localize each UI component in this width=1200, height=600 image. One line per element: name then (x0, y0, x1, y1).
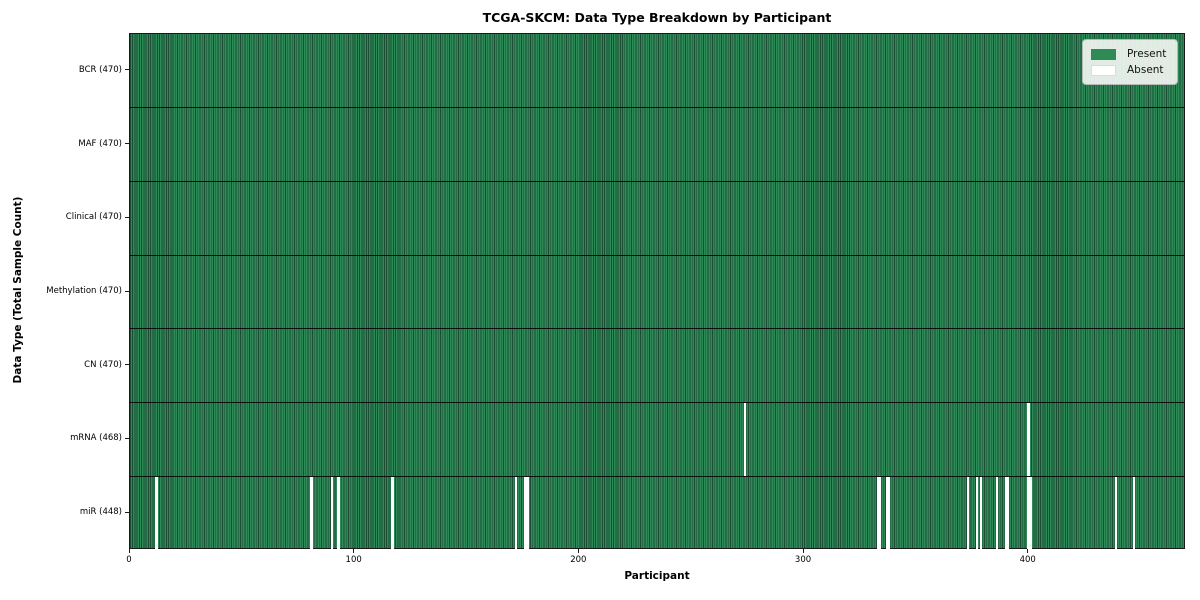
legend-absent-label: Absent (1127, 64, 1164, 76)
absent-cell-miR-447 (1132, 476, 1136, 550)
x-tick-mark (353, 549, 355, 553)
y-tick-label-Clinical: Clinical (470) (65, 212, 122, 223)
absent-cell-miR-390 (1004, 476, 1008, 550)
y-tick-label-Methylation: Methylation (470) (46, 286, 122, 296)
plot-area (129, 33, 1185, 550)
row-divider (130, 254, 1184, 256)
x-tick-mark (802, 549, 804, 553)
absent-cell-miR-391 (1007, 476, 1010, 550)
absent-cell-miR-377 (975, 476, 978, 550)
x-tick-label-0: 0 (126, 555, 132, 565)
absent-cell-miR-333 (876, 476, 880, 550)
absent-cell-miR-176 (523, 476, 527, 550)
absent-cell-miR-439 (1114, 476, 1118, 550)
y-tick-mark (124, 511, 129, 513)
y-tick-label-CN: CN (470) (84, 359, 122, 370)
present-swatch (1091, 48, 1116, 60)
legend: Present Absent (1082, 39, 1178, 85)
absent-cell-miR-12 (155, 476, 158, 550)
absent-cell-miR-117 (391, 476, 394, 550)
x-tick-label-300: 300 (794, 555, 812, 565)
y-tick-mark (124, 69, 129, 71)
y-tick-label-BCR: BCR (470) (78, 64, 122, 75)
y-tick-mark (124, 437, 129, 439)
absent-cell-miR-400 (1027, 476, 1030, 550)
x-tick-mark (128, 549, 130, 553)
absent-cell-miR-172 (514, 476, 518, 550)
x-tick-mark (1027, 549, 1029, 553)
x-tick-label-400: 400 (1019, 555, 1036, 565)
x-tick-label-100: 100 (345, 555, 362, 565)
absent-cell-miR-334 (878, 476, 882, 550)
absent-swatch (1091, 64, 1116, 76)
x-tick-label-200: 200 (570, 555, 587, 565)
row-divider (130, 475, 1184, 477)
y-tick-mark (124, 364, 129, 366)
legend-entry-present: Present (1091, 46, 1169, 62)
x-axis-label: Participant (624, 570, 690, 582)
absent-cell-miR-386 (995, 476, 999, 550)
row-divider (130, 107, 1184, 109)
y-tick-label-MAF: MAF (470) (78, 138, 122, 149)
absent-cell-miR-401 (1029, 476, 1032, 550)
y-tick-mark (124, 216, 129, 218)
y-tick-mark (124, 290, 129, 292)
absent-cell-miR-81 (310, 476, 313, 550)
row-divider (130, 402, 1184, 404)
y-tick-label-miR: miR (448) (79, 507, 122, 518)
absent-cell-miR-177 (526, 476, 529, 550)
absent-cell-miR-379 (980, 476, 983, 550)
x-tick-mark (577, 549, 579, 553)
legend-present-label: Present (1127, 48, 1167, 60)
absent-cell-miR-93 (337, 476, 340, 550)
absent-cell-mRNA-274 (744, 403, 747, 476)
chart-title: TCGA-SKCM: Data Type Breakdown by Partic… (482, 10, 832, 25)
absent-cell-miR-90 (330, 476, 334, 550)
absent-cell-miR-337 (885, 476, 889, 550)
y-tick-label-mRNA: mRNA (468) (70, 433, 122, 444)
absent-cell-mRNA-400 (1027, 403, 1030, 476)
legend-entry-absent: Absent (1091, 62, 1169, 78)
absent-cell-miR-373 (966, 476, 969, 550)
y-tick-mark (124, 143, 129, 145)
absent-cell-miR-338 (887, 476, 891, 550)
row-divider (130, 328, 1184, 330)
row-divider (130, 180, 1184, 182)
